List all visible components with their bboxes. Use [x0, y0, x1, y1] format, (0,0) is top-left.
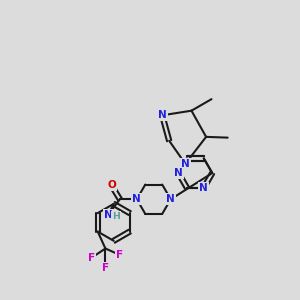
Text: N: N	[132, 194, 141, 204]
Text: N: N	[104, 210, 113, 220]
Text: F: F	[102, 263, 109, 273]
Text: N: N	[174, 168, 183, 178]
Text: N: N	[166, 194, 175, 204]
Text: N: N	[200, 183, 208, 193]
Text: N: N	[181, 159, 190, 169]
Text: F: F	[116, 250, 123, 260]
Text: O: O	[107, 180, 116, 190]
Text: N: N	[158, 110, 167, 120]
Text: H: H	[112, 212, 120, 221]
Text: F: F	[88, 253, 95, 263]
